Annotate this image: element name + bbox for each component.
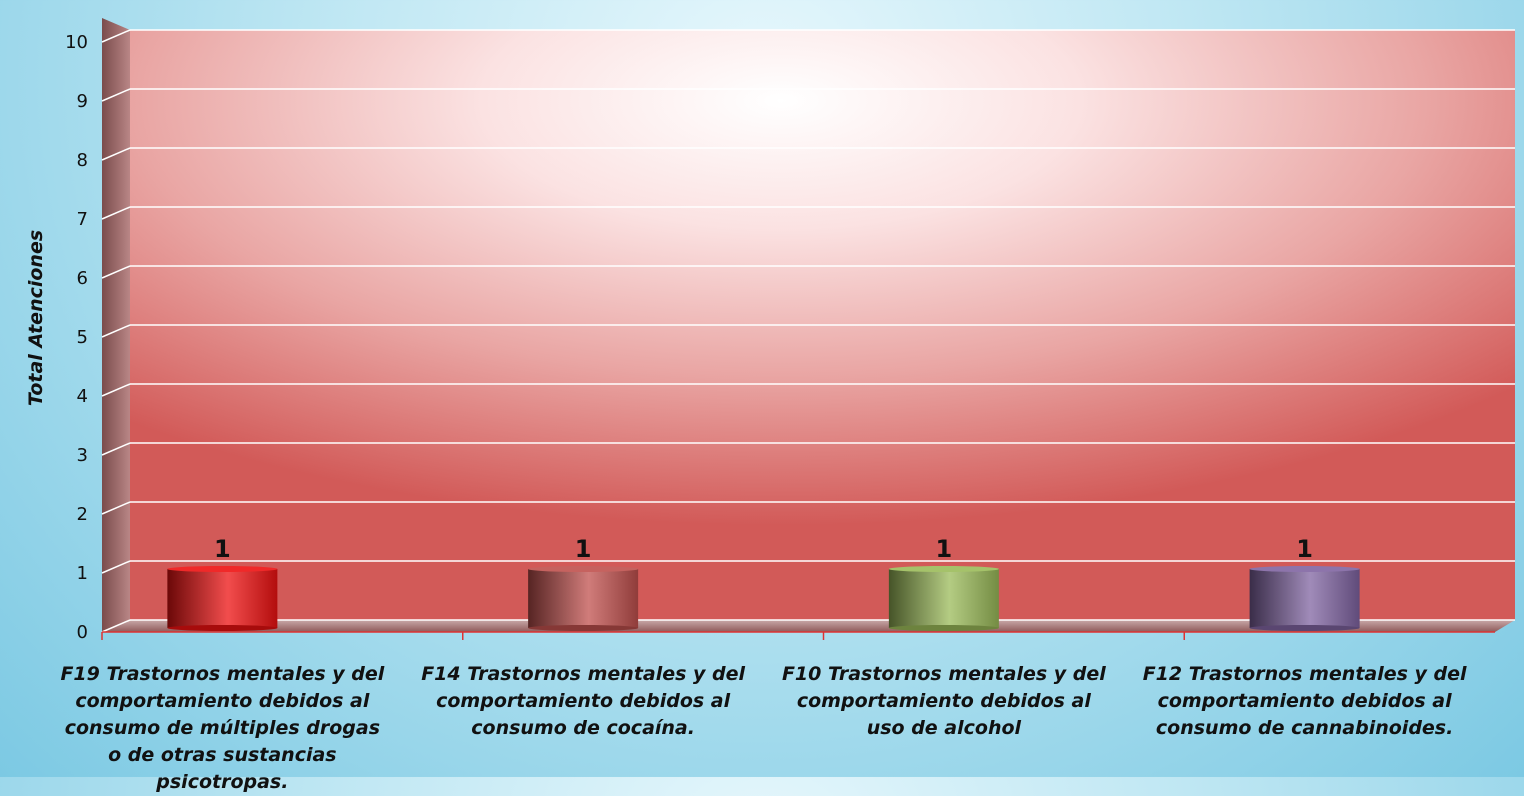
y-tick-label: 9 [77,91,88,112]
bar-bottom [167,625,278,631]
bar-top [1249,566,1360,572]
x-tick-label: F19 Trastornos mentales y del comportami… [60,663,385,793]
y-tick-label: 0 [77,622,88,643]
data-label: 1 [936,535,953,563]
bar [1249,569,1360,628]
gridline-side [101,619,131,633]
y-axis-ticks: 0 1 2 3 4 5 6 7 8 9 10 [65,32,88,643]
bar-top [888,566,999,572]
gridline-side [101,206,131,220]
gridline-side [101,442,131,456]
bar-bottom [1249,625,1360,631]
x-tick-label: F14 Trastornos mentales y del comportami… [421,663,746,739]
gridline-side [101,324,131,338]
bar-top [167,566,278,572]
gridline-side [101,501,131,515]
y-tick-label: 4 [77,386,88,407]
y-tick-label: 8 [77,150,88,171]
bars [167,566,1360,631]
y-axis-label: Total Atenciones [25,230,47,406]
y-tick-label: 1 [77,563,88,584]
bar-bottom [888,625,999,631]
x-tick-label: F10 Trastornos mentales y del comportami… [781,663,1106,739]
data-label: 1 [575,535,592,563]
plot-side-wall [102,18,130,632]
bar [528,569,639,628]
bar [167,569,278,628]
gridlines [101,29,1515,640]
gridline-side [101,560,131,574]
y-tick-label: 2 [77,504,88,525]
y-tick-label: 7 [77,209,88,230]
y-tick-label: 6 [77,268,88,289]
gridline-side [101,88,131,102]
gridline-side [101,29,131,43]
data-labels: 1 1 1 1 [214,535,1313,563]
plot-floor [102,620,1515,632]
y-tick-label: 10 [65,32,88,53]
gridline-side [101,383,131,397]
gridline-side [101,147,131,161]
gridline-side [101,265,131,279]
bar-bottom [528,625,639,631]
x-tick-label: F12 Trastornos mentales y del comportami… [1142,663,1467,739]
bar [888,569,999,628]
y-tick-label: 3 [77,445,88,466]
data-label: 1 [1296,535,1313,563]
y-tick-label: 5 [77,327,88,348]
bar-top [528,566,639,572]
data-label: 1 [214,535,231,563]
